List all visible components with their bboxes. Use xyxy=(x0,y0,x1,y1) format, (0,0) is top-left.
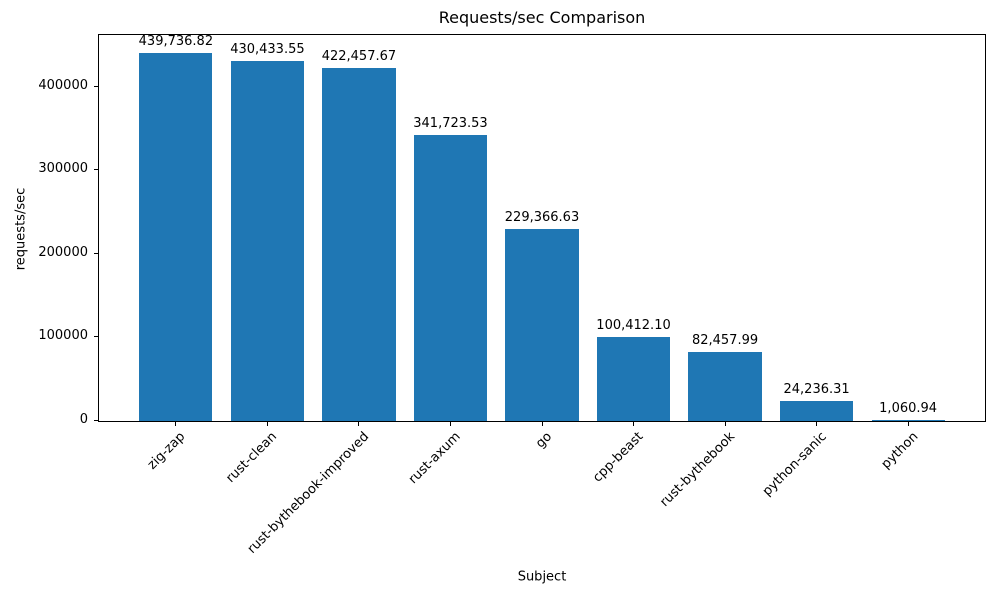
y-tick-label: 300000 xyxy=(38,161,88,177)
x-tick-label: zig-zap xyxy=(145,429,189,473)
x-tick xyxy=(541,422,543,426)
y-tick-label: 0 xyxy=(79,412,88,427)
y-tick-label: 400000 xyxy=(38,77,88,93)
x-tick-label: rust-clean xyxy=(223,429,281,486)
plot-area: 439,736.82 430,433.55 422,457.67 341,723.53… xyxy=(98,34,986,422)
y-tick-label: 200000 xyxy=(38,244,88,260)
x-tick-label: rust-bythebook xyxy=(657,429,738,510)
x-tick-label: rust-axum xyxy=(405,429,464,488)
x-tick xyxy=(266,422,268,426)
x-tick xyxy=(724,422,726,426)
y-tick xyxy=(94,336,98,338)
bar-value-label: 229,366.63 xyxy=(504,210,580,226)
y-tick xyxy=(94,85,98,87)
y-tick xyxy=(94,169,98,171)
bar-value-label: 24,236.31 xyxy=(783,381,850,397)
x-tick xyxy=(175,422,177,426)
bar xyxy=(688,352,762,421)
bar-value-label: 439,736.82 xyxy=(138,34,214,50)
bar-value-label: 82,457.99 xyxy=(691,333,759,349)
bar xyxy=(230,61,305,421)
x-tick xyxy=(358,422,360,426)
y-tick xyxy=(94,252,98,254)
x-tick-label: cpp-beast xyxy=(590,429,647,486)
chart-title: Requests/sec Comparison xyxy=(438,8,646,27)
bar xyxy=(871,420,945,421)
x-tick-label: python xyxy=(878,429,922,473)
bar-value-label: 422,457.67 xyxy=(321,48,397,64)
bar-value-label: 430,433.55 xyxy=(230,42,305,58)
y-tick-label: 100000 xyxy=(38,328,88,344)
x-tick-label: python-sanic xyxy=(759,429,830,500)
bar-value-label: 1,060.94 xyxy=(879,401,938,417)
bar xyxy=(779,400,854,421)
x-tick xyxy=(449,422,451,426)
x-tick xyxy=(816,422,818,426)
x-axis-label: Subject xyxy=(517,569,567,585)
x-tick-label: go xyxy=(532,429,555,452)
bar xyxy=(596,337,671,421)
bar xyxy=(322,67,396,421)
bar-value-label: 341,723.53 xyxy=(413,116,488,132)
bar xyxy=(505,229,579,421)
x-tick xyxy=(633,422,635,426)
bar xyxy=(413,135,488,421)
x-tick xyxy=(907,422,909,426)
bar xyxy=(139,53,213,421)
y-tick xyxy=(94,420,98,421)
bar-value-label: 100,412.10 xyxy=(596,318,671,334)
